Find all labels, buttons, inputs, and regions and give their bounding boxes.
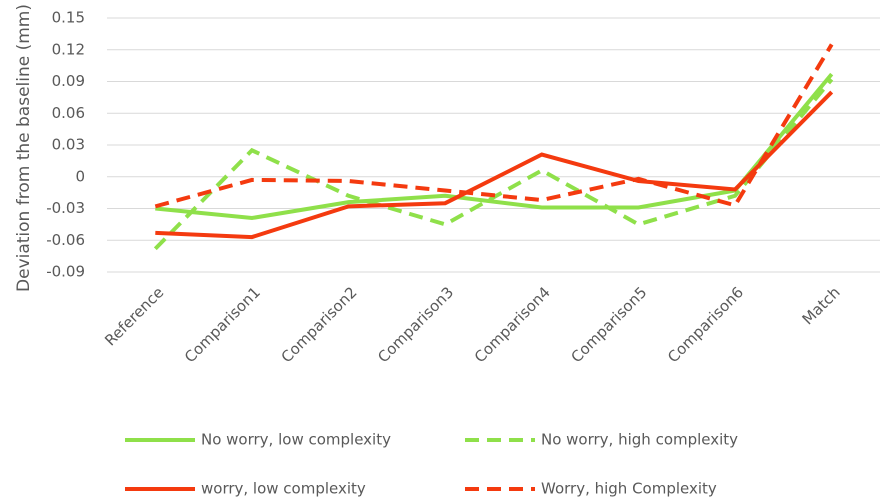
x-tick-label: Comparison2 — [278, 283, 361, 366]
x-tick-label: Comparison5 — [567, 283, 650, 366]
x-tick-label: Comparison3 — [374, 283, 457, 366]
x-tick-label: Comparison6 — [664, 283, 747, 366]
legend-label: No worry, low complexity — [201, 431, 391, 449]
x-tick-label: Comparison1 — [181, 283, 264, 366]
y-tick-label: -0.03 — [46, 199, 85, 217]
y-tick-label: 0.03 — [52, 136, 85, 154]
series-line — [155, 72, 834, 221]
series-line — [153, 78, 834, 251]
x-tick-label: Reference — [101, 283, 167, 349]
y-tick-label: 0.09 — [52, 72, 85, 90]
x-tick-label: Match — [799, 283, 844, 328]
y-tick-label: -0.06 — [46, 231, 85, 249]
y-tick-label: 0 — [75, 167, 85, 185]
legend-label: No worry, high complexity — [541, 431, 738, 449]
y-axis-title: Deviation from the baseline (mm) — [14, 4, 34, 292]
y-tick-label: -0.09 — [46, 263, 85, 281]
y-tick-label: 0.06 — [52, 104, 85, 122]
series-line — [155, 90, 834, 240]
y-tick-label: 0.15 — [52, 9, 85, 27]
x-tick-label: Comparison4 — [471, 283, 554, 366]
legend-label: worry, low complexity — [201, 480, 366, 498]
series-line — [154, 43, 834, 209]
y-tick-label: 0.12 — [52, 40, 85, 58]
legend-label: Worry, high Complexity — [541, 480, 717, 498]
